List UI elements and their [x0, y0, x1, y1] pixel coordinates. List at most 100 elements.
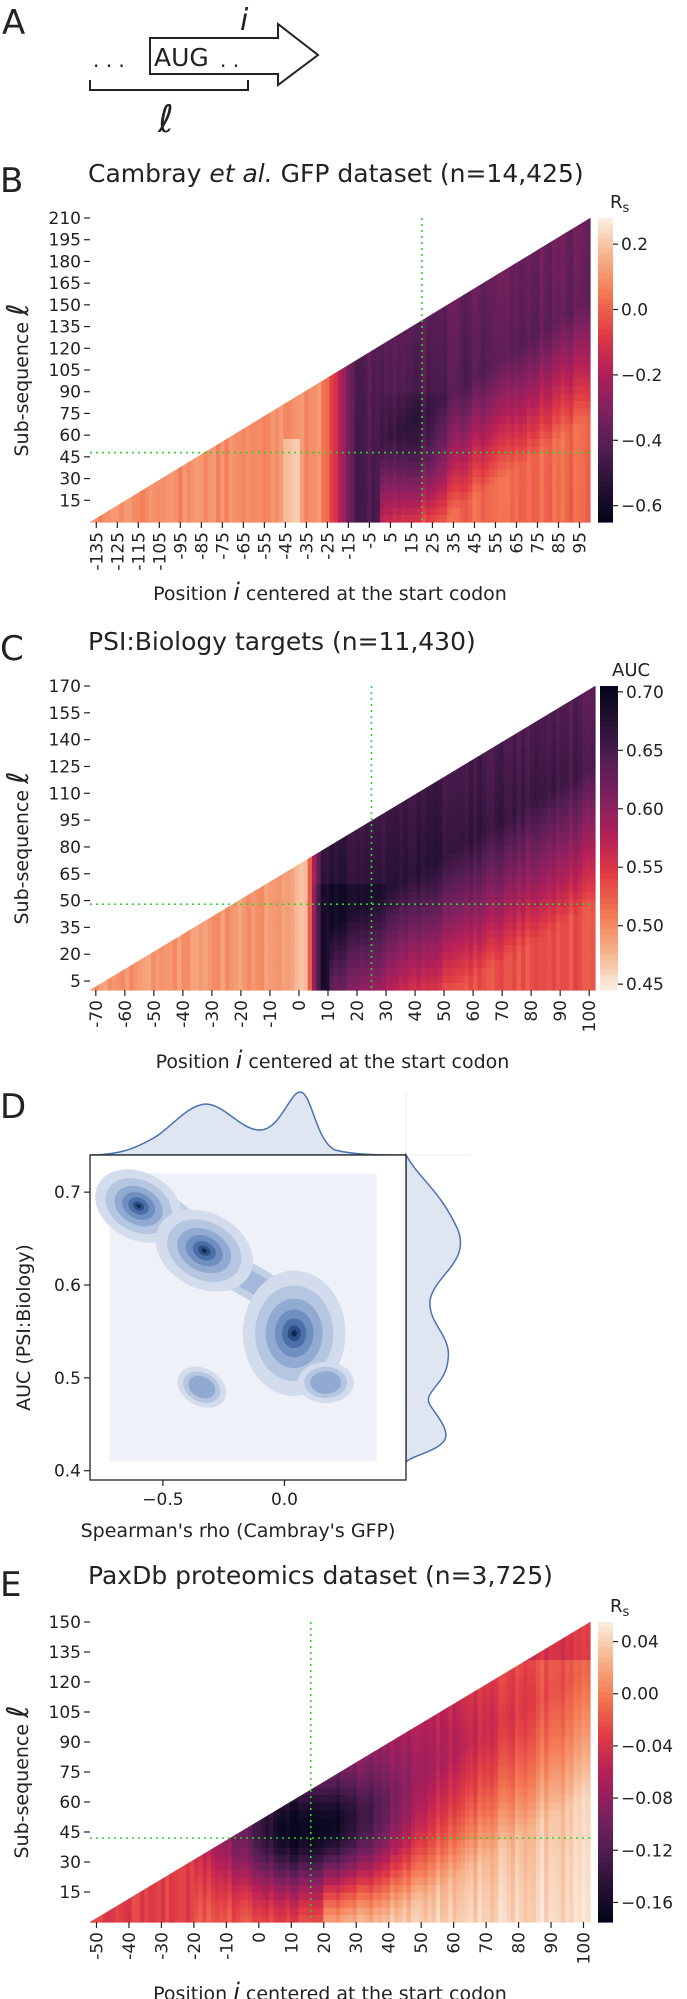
heatmap-cell [287, 491, 293, 500]
heatmap-cell [507, 982, 513, 991]
heatmap-cell [307, 914, 313, 923]
heatmap-cell [399, 822, 405, 831]
heatmap-cell [531, 415, 536, 424]
heatmap-cell [556, 309, 562, 318]
heatmap-cell [484, 438, 490, 447]
heatmap-cell [494, 967, 500, 976]
heatmap-cell [325, 876, 331, 885]
heatmap-cell [372, 883, 378, 892]
heatmap-cell [220, 914, 226, 923]
heatmap-cell [384, 354, 389, 363]
heatmap-cell [390, 853, 396, 862]
heatmap-cell [577, 693, 583, 702]
heatmap-cell [220, 936, 226, 945]
heatmap-cell [573, 339, 578, 348]
heatmap-cell [585, 256, 591, 265]
heatmap-cell [477, 891, 483, 900]
heatmap-cell [442, 385, 448, 394]
heatmap-cell [285, 944, 291, 953]
heatmap-cell [556, 332, 562, 341]
heatmap-cell [586, 777, 592, 786]
heatmap-cell [430, 461, 436, 470]
heatmap-cell [472, 506, 478, 515]
heatmap-cell [342, 921, 348, 930]
heatmap-cell [363, 499, 368, 508]
heatmap-cell [501, 423, 507, 432]
heatmap-cell [472, 370, 478, 379]
heatmap-cell [161, 514, 167, 523]
heatmap-cell [350, 438, 356, 447]
heatmap-cell [216, 514, 221, 523]
heatmap-cell [316, 891, 322, 900]
heatmap-cell [560, 446, 566, 455]
heatmap-cell [486, 838, 492, 847]
heatmap-cell [251, 914, 257, 923]
heatmap-cell [354, 377, 360, 386]
heatmap-cell [133, 967, 139, 976]
heatmap-cell [538, 967, 544, 976]
heatmap-cell [510, 263, 515, 272]
heatmap-cell [377, 936, 383, 945]
heatmap-cell [501, 286, 507, 295]
heatmap-cell [290, 944, 296, 953]
heatmap-cell [442, 324, 448, 333]
heatmap-cell [560, 347, 566, 356]
heatmap-cell [312, 491, 318, 500]
heatmap-cell [555, 830, 561, 839]
heatmap-cell [568, 815, 574, 824]
heatmap-cell [164, 982, 169, 991]
heatmap-cell [312, 484, 318, 493]
heatmap-cell [195, 453, 200, 462]
heatmap-cell [551, 936, 557, 945]
heatmap-cell [568, 959, 574, 968]
heatmap-cell [577, 263, 583, 272]
heatmap-cell [316, 423, 322, 432]
heatmap-cell [539, 506, 545, 515]
heatmap-cell [534, 967, 539, 976]
heatmap-cell [573, 278, 578, 287]
heatmap-cell [451, 446, 457, 455]
heatmap-cell [547, 929, 553, 938]
heatmap-cell [333, 484, 339, 493]
heatmap-cell [547, 506, 553, 515]
heatmap-cell [459, 438, 465, 447]
heatmap-cell [493, 347, 499, 356]
heatmap-cell [388, 354, 394, 363]
heatmap-cell [233, 921, 239, 930]
heatmap-cell [577, 392, 583, 401]
heatmap-cell [298, 982, 304, 991]
heatmap-cell [394, 845, 400, 854]
heatmap-cell [573, 332, 578, 341]
heatmap-cell [447, 468, 452, 477]
heatmap-cell [493, 461, 499, 470]
heatmap-cell [490, 800, 496, 809]
heatmap-cell [494, 815, 500, 824]
heatmap-cell [379, 461, 385, 470]
heatmap-cell [547, 453, 553, 462]
heatmap-cell [446, 838, 452, 847]
heatmap-cell [433, 929, 439, 938]
heatmap-cell [556, 286, 562, 295]
heatmap-cell [573, 271, 578, 280]
heatmap-cell [564, 484, 570, 493]
heatmap-cell [396, 468, 402, 477]
heatmap-cell [556, 263, 562, 272]
heatmap-cell [484, 362, 490, 371]
heatmap-cell [216, 506, 221, 515]
chart-title-italic: et al. [209, 159, 272, 188]
heatmap-cell [460, 868, 465, 877]
heatmap-cell [476, 408, 482, 417]
heatmap-cell [407, 952, 413, 961]
heatmap-cell [416, 967, 422, 976]
heatmap-cell [320, 936, 326, 945]
heatmap-cell [375, 354, 381, 363]
heatmap-cell [413, 339, 419, 348]
heatmap-cell [573, 309, 578, 318]
heatmap-cell [399, 982, 405, 991]
heatmap-cell [476, 370, 482, 379]
heatmap-cell [379, 476, 385, 485]
heatmap-cell [438, 959, 444, 968]
heatmap-cell [577, 929, 583, 938]
heatmap-cell [522, 468, 528, 477]
heatmap-cell [338, 929, 344, 938]
